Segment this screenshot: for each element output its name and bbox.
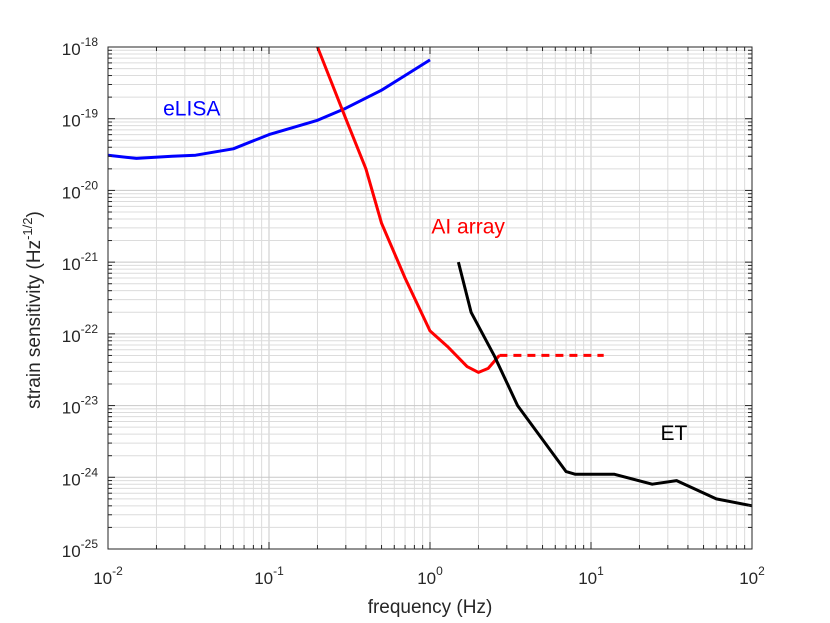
y-tick-label-exp: -18 (81, 35, 99, 49)
y-tick-label-exp: -21 (81, 250, 99, 264)
annotation-elisa: eLISA (163, 98, 220, 121)
x-tick-label-exp: -2 (112, 564, 123, 578)
y-tick-label: 10-18 (62, 35, 99, 59)
y-tick-label-base: 10 (62, 399, 81, 418)
y-tick-label-base: 10 (62, 183, 81, 202)
y-tick-label-base: 10 (62, 40, 81, 59)
y-tick-label-exp: -20 (81, 178, 99, 192)
y-tick-label-base: 10 (62, 542, 81, 561)
y-axis-label-exp: -1/2 (20, 218, 35, 240)
y-axis-label-base: strain sensitivity (Hz (24, 240, 45, 409)
grid (107, 47, 752, 550)
x-tick-label: 100 (417, 564, 443, 588)
x-tick-label: 102 (739, 564, 765, 588)
y-tick-label: 10-21 (62, 250, 99, 274)
y-tick-label: 10-20 (62, 178, 99, 202)
y-tick-label-exp: -22 (81, 322, 99, 336)
x-tick-label: 101 (578, 564, 604, 588)
x-tick-label-base: 10 (93, 569, 112, 588)
annotations: eLISA AI array ET (163, 98, 687, 445)
x-tick-label-base: 10 (739, 569, 758, 588)
y-tick-label-exp: -24 (81, 465, 99, 479)
y-tick-label: 10-24 (62, 465, 99, 489)
ticks: 10-2 10-1 100 101 10210-2510-2410-2310-2210-… (62, 35, 765, 588)
x-tick-label: 10-2 (93, 564, 123, 588)
annotation-ai-array: AI array (431, 216, 505, 239)
y-tick-label-base: 10 (62, 255, 81, 274)
annotation-et: ET (660, 422, 687, 445)
series-layer (107, 46, 753, 508)
y-axis-label-close: ) (24, 211, 45, 217)
y-tick-label-base: 10 (62, 327, 81, 346)
x-tick-label-exp: 0 (436, 564, 443, 578)
y-tick-label-base: 10 (62, 112, 81, 131)
y-tick-label-base: 10 (62, 470, 81, 489)
x-axis-label: frequency (Hz) (368, 597, 493, 618)
x-tick-label-base: 10 (417, 569, 436, 588)
x-tick-label-base: 10 (254, 569, 273, 588)
x-tick-label: 10-1 (254, 564, 284, 588)
y-tick-label: 10-23 (62, 394, 99, 418)
x-tick-label-exp: 1 (597, 564, 604, 578)
x-tick-label-base: 10 (578, 569, 597, 588)
y-tick-label: 10-22 (62, 322, 99, 346)
y-tick-label-exp: -23 (81, 394, 99, 408)
x-tick-label-exp: 2 (758, 564, 765, 578)
y-tick-label-exp: -19 (81, 107, 99, 121)
y-axis-label: strain sensitivity (Hz-1/2) (20, 211, 45, 409)
x-tick-label-exp: -1 (273, 564, 284, 578)
y-tick-label: 10-19 (62, 107, 99, 131)
series-line-et (456, 261, 753, 508)
y-tick-label-exp: -25 (81, 537, 99, 551)
series-line-elisa (107, 58, 431, 160)
y-tick-label: 10-25 (62, 537, 99, 561)
series-line-ai-array (316, 46, 501, 374)
